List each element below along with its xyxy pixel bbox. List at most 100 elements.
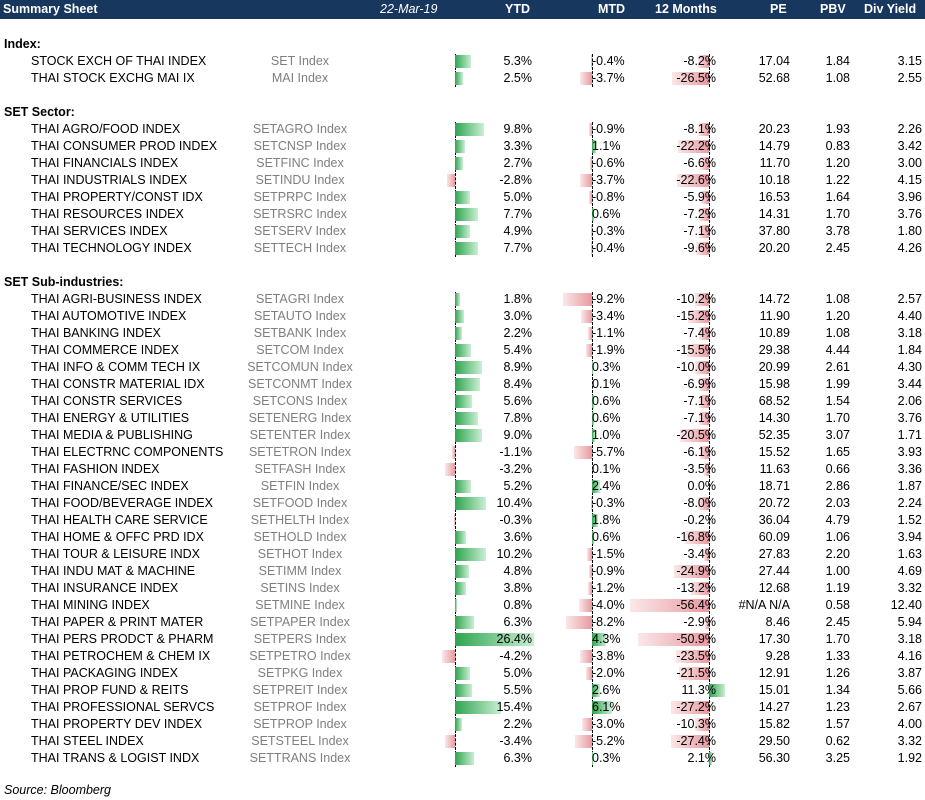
ticker-link[interactable]: SETIMM Index	[258, 564, 342, 578]
ticker-link[interactable]: SETHOT Index	[257, 547, 343, 561]
mtd-value: -0.9%	[592, 564, 625, 578]
ticker-link[interactable]: SETBANK Index	[253, 326, 347, 340]
ticker-link[interactable]: SETAUTO Index	[254, 309, 346, 323]
m12-data-bar	[671, 72, 709, 85]
pbv-value: 0.66	[825, 462, 850, 476]
ticker-link[interactable]: SETPRPC Index	[253, 190, 347, 204]
ticker-link[interactable]: SETFASH Index	[254, 462, 346, 476]
ticker-link[interactable]: SETCOMUN Index	[247, 360, 353, 374]
ticker-link[interactable]: SETRSRC Index	[253, 207, 347, 221]
pbv-value: 2.45	[825, 615, 850, 629]
pbv-value: 1.64	[825, 190, 850, 204]
mtd-value: -5.7%	[592, 445, 625, 459]
ytd-value: 5.6%	[503, 394, 533, 408]
sheet-date: 22-Mar-19	[380, 2, 438, 16]
ticker-link[interactable]: SETETRON Index	[248, 445, 352, 459]
ticker-link[interactable]: SETHOLD Index	[253, 530, 347, 544]
ticker-link[interactable]: SETCOM Index	[256, 343, 344, 357]
mtd-axis-line	[592, 564, 593, 580]
pe-value: 36.04	[758, 513, 790, 527]
ticker-link[interactable]: SETMINE Index	[255, 598, 345, 612]
m12-data-bar	[685, 531, 709, 544]
index-name: THAI HOME & OFFC PRD IDX	[31, 530, 204, 544]
mtd-data-bar	[588, 327, 592, 340]
table-row: THAI HEALTH CARE SERVICE SETHELTH Index -0…	[0, 512, 925, 529]
section-title: SET Sector:	[4, 105, 75, 119]
pbv-value: 1.22	[825, 173, 850, 187]
ticker-link[interactable]: SETPROF Index	[253, 700, 347, 714]
m12-data-bar	[690, 582, 709, 595]
mtd-data-bar	[590, 157, 592, 170]
ticker-link[interactable]: SETPAPER Index	[250, 615, 350, 629]
ticker-link[interactable]: MAI Index	[271, 71, 329, 85]
ticker-link[interactable]: SETPREIT Index	[252, 683, 348, 697]
m12-data-bar	[630, 599, 709, 612]
pbv-value: 0.58	[825, 598, 850, 612]
mtd-data-bar	[592, 412, 594, 425]
table-row: THAI ENERGY & UTILITIES SETENERG Index 7.8…	[0, 410, 925, 427]
ticker-link[interactable]: SETCONMT Index	[248, 377, 352, 391]
table-row: THAI PERS PRODCT & PHARM SETPERS Index 26.…	[0, 631, 925, 648]
div-yield-value: 2.55	[897, 71, 922, 85]
ticker-link[interactable]: SETPKG Index	[257, 666, 343, 680]
ticker-link[interactable]: SETAGRI Index	[256, 292, 344, 306]
mtd-value: 0.3%	[592, 360, 621, 374]
mtd-value: -9.2%	[592, 292, 625, 306]
ticker-link[interactable]: SETCNSP Index	[253, 139, 347, 153]
ticker-link[interactable]: SETENERG Index	[248, 411, 352, 425]
table-row: THAI PETROCHEM & CHEM IX SETPETRO Index -4…	[0, 648, 925, 665]
ytd-data-bar	[455, 157, 464, 170]
ytd-data-bar	[455, 72, 463, 85]
m12-axis-line	[709, 411, 710, 427]
ticker-link[interactable]: SETFOOD Index	[252, 496, 348, 510]
pe-value: 52.68	[758, 71, 790, 85]
ticker-link[interactable]: SETPETRO Index	[249, 649, 351, 663]
m12-axis-line	[709, 581, 710, 597]
ticker-link[interactable]: SETTECH Index	[253, 241, 347, 255]
mtd-value: 2.6%	[592, 683, 621, 697]
pe-value: 20.23	[758, 122, 790, 136]
ytd-value: 5.3%	[503, 54, 533, 68]
table-row: THAI CONSTR SERVICES SETCONS Index 5.6% 0.6…	[0, 393, 925, 410]
ytd-value: 7.8%	[503, 411, 533, 425]
ytd-data-bar	[444, 735, 455, 748]
ytd-value: 7.7%	[503, 207, 533, 221]
div-yield-value: 1.92	[897, 751, 922, 765]
ticker-link[interactable]: SETINDU Index	[255, 173, 345, 187]
ytd-data-bar	[455, 599, 458, 612]
ticker-link[interactable]: SETENTER Index	[249, 428, 351, 442]
pbv-value: 1.65	[825, 445, 850, 459]
div-yield-value: 2.24	[897, 496, 922, 510]
ticker-link[interactable]: SETSTEEL Index	[251, 734, 349, 748]
ytd-value: -4.2%	[499, 649, 532, 663]
ticker-link[interactable]: SETFIN Index	[260, 479, 340, 493]
ticker-link[interactable]: SETPERS Index	[253, 632, 347, 646]
ticker-link[interactable]: SETTRANS Index	[249, 751, 351, 765]
ticker-link[interactable]: SETFINC Index	[256, 156, 344, 170]
ticker-link[interactable]: SETAGRO Index	[252, 122, 348, 136]
mtd-data-bar	[585, 344, 592, 357]
mtd-data-bar	[562, 293, 592, 306]
pe-value: 29.50	[758, 734, 790, 748]
div-yield-value: 1.87	[897, 479, 922, 493]
table-row: THAI SERVICES INDEX SETSERV Index 4.9% -0.3…	[0, 223, 925, 240]
m12-axis-line	[709, 598, 710, 614]
table-row: THAI TRANS & LOGIST INDX SETTRANS Index 6.…	[0, 750, 925, 767]
index-name: THAI TECHNOLOGY INDEX	[31, 241, 192, 255]
table-row: THAI INFO & COMM TECH IX SETCOMUN Index 8.…	[0, 359, 925, 376]
m12-data-bar	[674, 565, 709, 578]
ticker-link[interactable]: SETINS Index	[260, 581, 340, 595]
pbv-value: 1.34	[825, 683, 850, 697]
ytd-data-bar	[454, 514, 455, 527]
ticker-link[interactable]: SETSERV Index	[253, 224, 347, 238]
ytd-axis-line	[455, 649, 456, 665]
ticker-link[interactable]: SET Index	[270, 54, 330, 68]
ticker-link[interactable]: SETCONS Index	[252, 394, 348, 408]
twelve-month-value: -8.1%	[683, 122, 716, 136]
index-name: THAI PERS PRODCT & PHARM	[31, 632, 214, 646]
ytd-data-bar	[455, 565, 470, 578]
ticker-link[interactable]: SETPROP Index	[253, 717, 347, 731]
ticker-link[interactable]: SETHELTH Index	[250, 513, 350, 527]
m12-axis-line	[709, 377, 710, 393]
div-yield-value: 1.63	[897, 547, 922, 561]
